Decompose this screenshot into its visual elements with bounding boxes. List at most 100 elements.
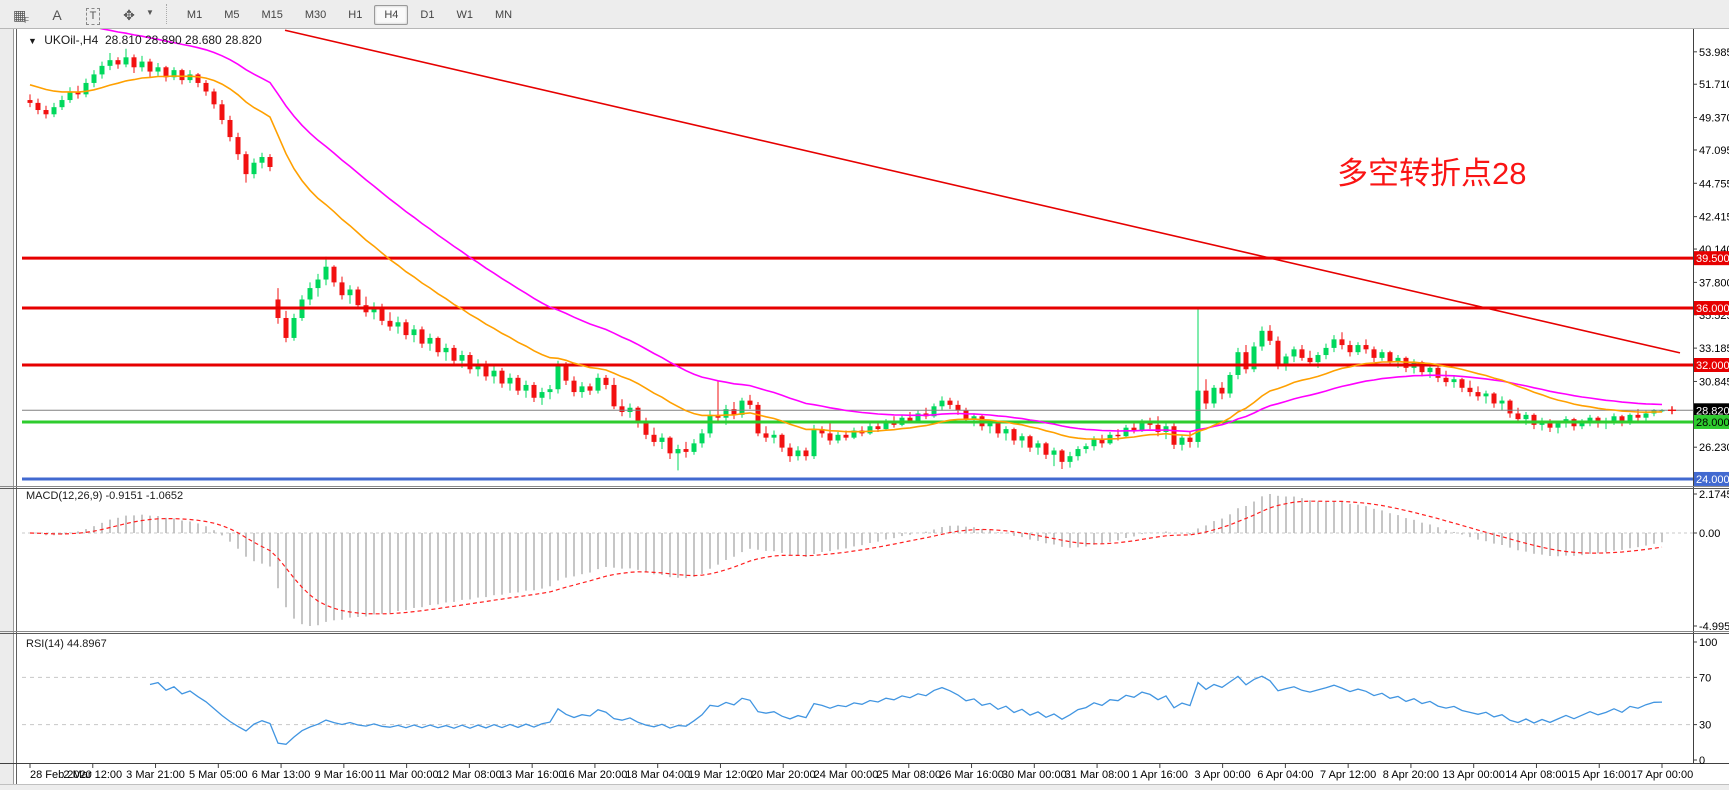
- candle: [1115, 434, 1121, 437]
- candle: [219, 104, 225, 120]
- candle: [1611, 416, 1617, 421]
- price-axis[interactable]: 53.98551.71049.37047.09544.75542.41540.1…: [1693, 29, 1729, 763]
- candle: [579, 386, 585, 393]
- symbol-label: UKOil-,H4: [44, 33, 99, 47]
- price-badge-28.820: [1694, 403, 1729, 418]
- candle: [619, 406, 625, 413]
- candle: [1051, 450, 1057, 455]
- candle: [75, 91, 81, 95]
- candle: [1587, 417, 1593, 422]
- candle: [379, 306, 385, 321]
- chevron-down-icon[interactable]: ▼: [146, 7, 154, 17]
- arrows-shapes-icon[interactable]: ✥: [123, 7, 135, 23]
- timeframe-d1-button[interactable]: D1: [420, 9, 435, 21]
- candle: [203, 82, 209, 92]
- candle: [419, 329, 425, 344]
- candle: [587, 386, 593, 391]
- candle: [35, 102, 41, 111]
- candle: [1547, 420, 1553, 428]
- toolbar-separator: [165, 4, 168, 24]
- candle: [1267, 330, 1273, 341]
- timeframe-mn-button[interactable]: MN: [494, 9, 513, 21]
- candle: [235, 137, 241, 155]
- candle: [563, 363, 569, 381]
- time-axis-label: 8 Apr 20:00: [1383, 769, 1439, 781]
- candle: [1083, 446, 1089, 450]
- time-axis-label: 3 Mar 21:00: [126, 769, 185, 781]
- candle: [691, 443, 697, 452]
- candle: [1275, 340, 1281, 365]
- candle: [699, 433, 705, 444]
- candle: [659, 437, 665, 442]
- time-axis-label: 30 Mar 00:00: [1002, 769, 1067, 781]
- text-label-icon[interactable]: A: [52, 7, 62, 23]
- candle: [1163, 426, 1169, 432]
- candle: [267, 157, 273, 167]
- candle: [1027, 436, 1033, 448]
- candle: [851, 430, 857, 438]
- candle: [1315, 355, 1321, 363]
- candle: [347, 289, 353, 296]
- main-price-pane[interactable]: [22, 0, 1693, 481]
- candle: [1011, 429, 1017, 441]
- candle: [731, 409, 737, 415]
- time-axis-label: 16 Mar 20:00: [563, 769, 628, 781]
- timeframe-m15-button[interactable]: M15: [261, 9, 283, 21]
- status-strip: [0, 784, 1729, 790]
- timeframe-h1-button[interactable]: H1: [348, 9, 363, 21]
- time-axis-label: 14 Apr 08:00: [1505, 769, 1567, 781]
- candle: [251, 162, 257, 175]
- candle: [739, 400, 745, 415]
- time-axis-label: 11 Mar 00:00: [375, 769, 439, 781]
- chart-grid-icon[interactable]: ▦ F: [12, 7, 30, 25]
- timeframe-m30-button[interactable]: M30: [304, 9, 327, 21]
- timeframe-w1-button[interactable]: W1: [456, 9, 473, 21]
- candle: [1131, 427, 1137, 431]
- toolbar: ▦ F A T ✥ ▼ M1 M5 M15 M30 H1 H4 D1 W1 MN: [0, 0, 1729, 29]
- candle: [1155, 424, 1161, 432]
- candle: [1323, 347, 1329, 356]
- candle: [499, 370, 505, 384]
- rsi-pane[interactable]: [22, 675, 1693, 745]
- timeframe-m1-button[interactable]: M1: [186, 9, 203, 21]
- svg-text:37.800: 37.800: [1699, 277, 1729, 289]
- svg-text:51.710: 51.710: [1699, 79, 1729, 91]
- candle: [83, 82, 89, 95]
- candle: [779, 434, 785, 448]
- candle: [667, 437, 673, 454]
- candle: [115, 60, 121, 65]
- candle: [227, 119, 233, 138]
- svg-text:53.985: 53.985: [1699, 47, 1729, 59]
- candle: [1579, 421, 1585, 427]
- time-axis-label: 20 Mar 20:00: [751, 769, 816, 781]
- timeframe-h4-button[interactable]: H4: [374, 5, 409, 25]
- chart-annotation-text[interactable]: 多空转折点28: [1337, 156, 1527, 191]
- candle: [163, 67, 169, 78]
- candle: [1467, 387, 1473, 393]
- descending-trendline[interactable]: [284, 29, 1681, 354]
- text-box-icon[interactable]: T: [78, 3, 108, 25]
- candle: [1419, 362, 1425, 373]
- svg-text:39.500: 39.500: [1696, 253, 1729, 265]
- candle: [1211, 387, 1217, 404]
- candle: [1251, 346, 1257, 370]
- candle: [355, 289, 361, 306]
- candle: [1003, 429, 1009, 434]
- candle: [827, 433, 833, 441]
- collapse-triangle-icon[interactable]: ▼: [28, 36, 37, 46]
- candle: [1339, 339, 1345, 346]
- timeframe-m5-button[interactable]: M5: [224, 9, 240, 21]
- macd-signal-line: [29, 500, 1663, 615]
- time-axis-label: 13 Mar 16:00: [500, 769, 565, 781]
- candle: [323, 266, 329, 280]
- candle: [963, 410, 969, 420]
- candle: [635, 407, 641, 424]
- macd-pane[interactable]: [22, 494, 1693, 626]
- candle: [803, 450, 809, 457]
- candle: [467, 355, 473, 370]
- candle: [867, 426, 873, 434]
- chart-grid-glyph: ▦: [12, 7, 27, 23]
- time-axis-label: 18 Mar 04:00: [625, 769, 690, 781]
